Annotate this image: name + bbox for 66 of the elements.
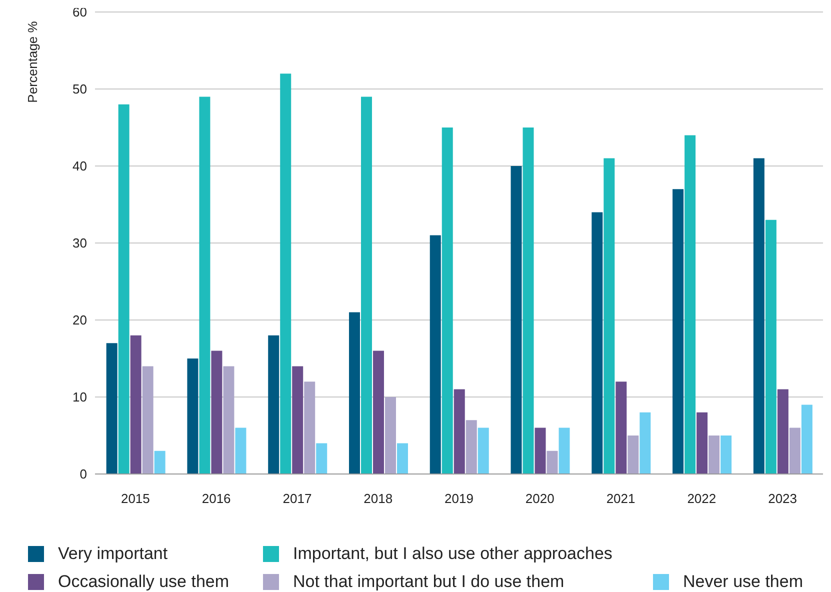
bar	[223, 366, 234, 474]
bar	[360, 96, 372, 474]
bar	[534, 428, 546, 474]
bar	[130, 335, 142, 474]
y-axis-title: Percentage %	[25, 20, 40, 103]
x-tick-label: 2021	[606, 491, 636, 506]
bar	[753, 158, 764, 474]
bar	[304, 382, 316, 474]
y-tick-label: 20	[72, 312, 87, 328]
x-tick-label: 2015	[120, 491, 150, 506]
x-tick-label: 2022	[687, 491, 716, 506]
x-tick-label: 2020	[525, 491, 554, 506]
bar	[235, 428, 246, 474]
bar	[106, 343, 118, 474]
bar	[211, 350, 222, 474]
bar	[765, 220, 776, 474]
bar	[142, 366, 154, 474]
bar	[720, 436, 732, 474]
bar	[672, 189, 684, 474]
bar	[384, 397, 396, 474]
bar	[466, 420, 477, 474]
bar	[372, 350, 384, 474]
bar	[292, 366, 304, 474]
y-tick-label: 0	[80, 466, 87, 482]
x-tick-label: 2019	[444, 491, 474, 506]
bar	[454, 389, 465, 474]
legend-label: Occasionally use them	[58, 572, 230, 592]
bar	[396, 443, 408, 474]
bar	[616, 382, 627, 474]
x-tick-label: 2018	[364, 491, 393, 506]
bar	[777, 389, 788, 474]
bar	[696, 412, 708, 474]
bar	[558, 428, 570, 474]
bar	[199, 96, 210, 474]
bar	[430, 235, 441, 474]
bar	[154, 450, 166, 474]
bar	[268, 335, 280, 474]
bar	[280, 74, 292, 474]
bar	[522, 128, 534, 474]
bar	[118, 104, 130, 474]
legend-label: Not that important but I do use them	[293, 572, 564, 592]
legend-label: Important, but I also use other approaches	[293, 544, 612, 564]
bar	[187, 358, 198, 474]
x-tick-label: 2023	[768, 491, 798, 506]
y-tick-label: 10	[72, 390, 87, 405]
bar	[801, 404, 812, 474]
y-tick-label: 50	[72, 82, 87, 97]
x-tick-label: 2017	[282, 491, 312, 506]
bar	[684, 135, 696, 474]
y-tick-label: 30	[72, 236, 87, 251]
bar	[604, 158, 615, 474]
bar	[546, 450, 558, 474]
bar	[628, 436, 639, 474]
bar	[640, 412, 651, 474]
bar	[708, 436, 720, 474]
bar	[592, 212, 603, 474]
y-tick-label: 40	[72, 158, 87, 174]
legend-label: Never use them	[683, 572, 803, 592]
x-tick-label: 2016	[202, 491, 231, 506]
bar	[316, 443, 328, 474]
bar	[789, 428, 800, 474]
bar	[510, 166, 522, 474]
bar	[478, 428, 489, 474]
bar	[348, 312, 360, 474]
bar	[442, 128, 453, 474]
legend-label: Very important	[58, 544, 168, 564]
